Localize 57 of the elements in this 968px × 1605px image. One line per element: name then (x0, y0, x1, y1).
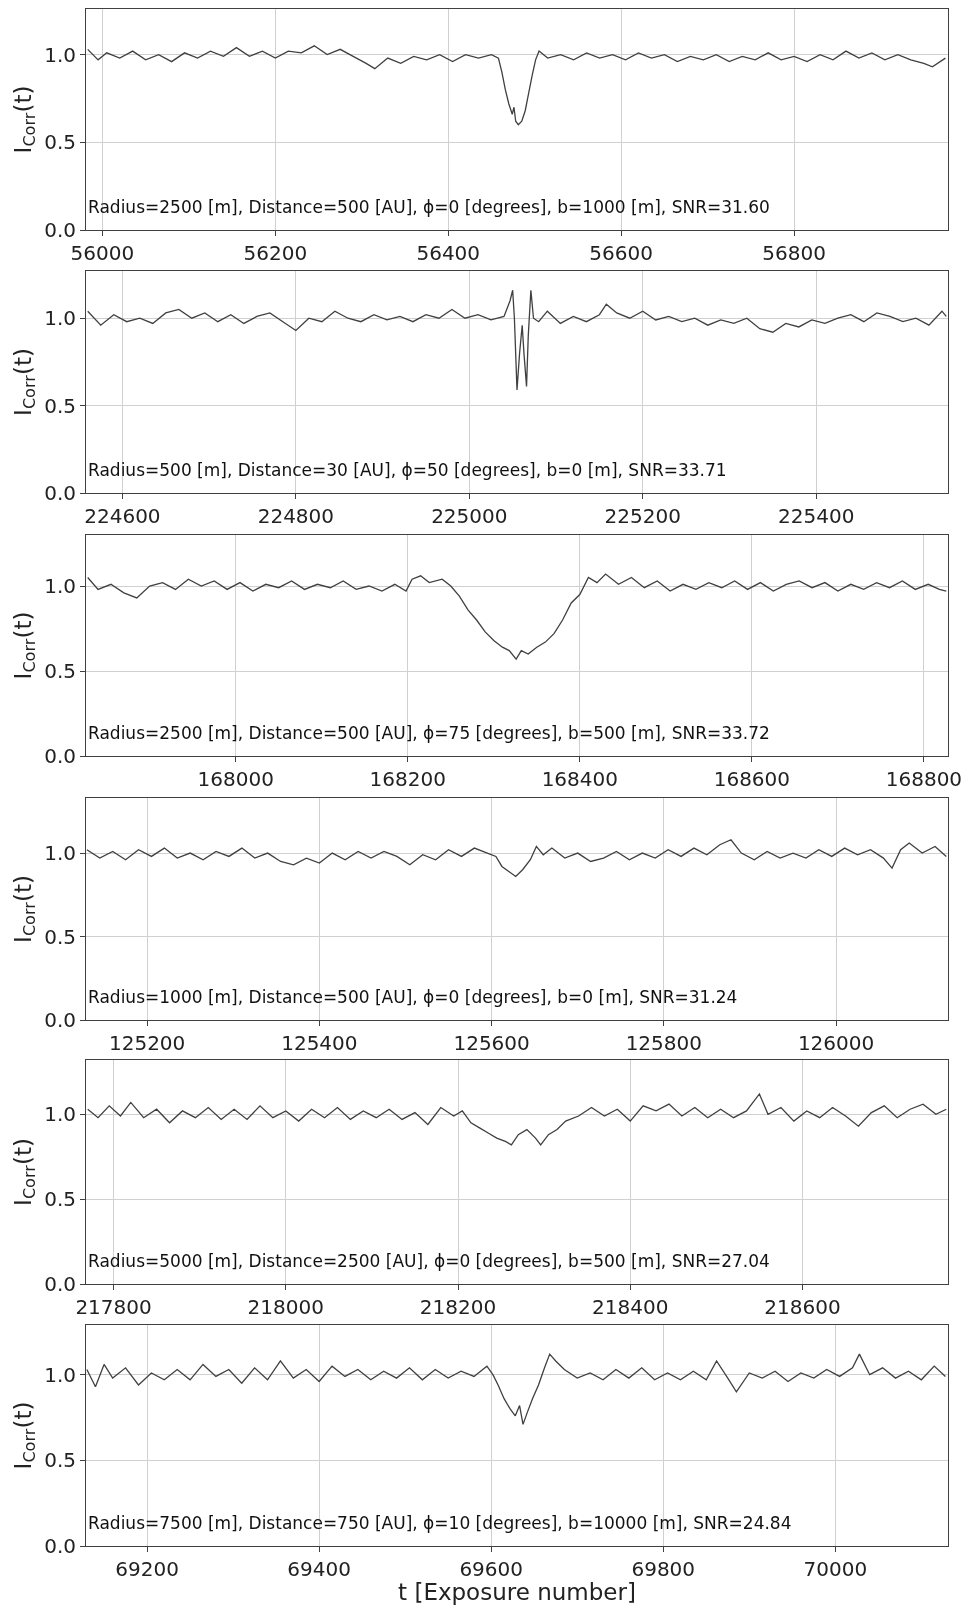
y-tick-label: 0.5 (44, 1187, 76, 1212)
x-tick-label: 168800 (885, 767, 963, 791)
x-tick-label: 56400 (416, 241, 481, 265)
y-tick-label: 0.0 (44, 1008, 76, 1032)
x-tick-label: 225400 (778, 504, 855, 528)
y-tick-label: 0.5 (44, 924, 76, 949)
y-tick-label: 0.5 (44, 659, 76, 683)
x-tick-label: 224800 (257, 504, 335, 528)
y-tick-label: 1.0 (44, 42, 76, 67)
annotation: Radius=2500 [m], Distance=500 [AU], ϕ=75 [degrees], b=500 [m], SNR=33.72 (88, 723, 770, 743)
x-tick-label: 56000 (70, 241, 135, 265)
x-tick-label: 69200 (115, 1557, 179, 1581)
y-tick-label: 1.0 (44, 306, 76, 331)
annotation: Radius=2500 [m], Distance=500 [AU], ϕ=0 [degrees], b=1000 [m], SNR=31.60 (88, 197, 770, 217)
x-tick-label: 217800 (75, 1295, 152, 1319)
x-tick-label: 225200 (604, 504, 681, 528)
x-tick-label: 168400 (541, 767, 618, 791)
annotation: Radius=7500 [m], Distance=750 [AU], ϕ=10 [degrees], b=10000 [m], SNR=24.84 (88, 1513, 792, 1533)
x-tick-label: 125400 (281, 1031, 358, 1055)
x-tick-label: 218000 (247, 1295, 324, 1319)
y-tick-label: 0.0 (44, 481, 76, 505)
annotation: Radius=500 [m], Distance=30 [AU], ϕ=50 [degrees], b=0 [m], SNR=33.71 (88, 460, 727, 480)
y-tick-label: 0.5 (44, 130, 76, 155)
y-tick-label: 1.0 (44, 1102, 76, 1127)
x-tick-label: 125800 (625, 1031, 702, 1055)
x-tick-label: 70000 (803, 1557, 868, 1581)
x-tick-label: 218200 (419, 1295, 497, 1319)
x-tick-label: 56800 (762, 241, 826, 265)
y-tick-label: 1.0 (44, 841, 76, 866)
x-tick-label: 224600 (84, 504, 161, 528)
x-tick-label: 69600 (459, 1557, 523, 1581)
x-tick-label: 125600 (453, 1031, 530, 1055)
x-tick-label: 218400 (592, 1295, 669, 1319)
annotation: Radius=1000 [m], Distance=500 [AU], ϕ=0 [degrees], b=0 [m], SNR=31.24 (88, 987, 738, 1007)
x-tick-label: 69800 (631, 1557, 696, 1581)
x-tick-label: 69400 (287, 1557, 351, 1581)
y-tick-label: 0.5 (44, 393, 76, 418)
x-tick-label: 56600 (589, 241, 653, 265)
x-tick-label: 168600 (713, 767, 791, 791)
line-series (87, 45, 947, 126)
annotation: Radius=5000 [m], Distance=2500 [AU], ϕ=0 [degrees], b=500 [m], SNR=27.04 (88, 1251, 770, 1271)
x-tick-label: 168200 (369, 767, 446, 791)
x-tick-label: 225000 (431, 504, 508, 528)
y-tick-label: 0.0 (44, 218, 76, 242)
y-tick-label: 0.5 (44, 1448, 76, 1473)
x-tick-label: 218600 (764, 1295, 841, 1319)
x-tick-label: 125200 (108, 1031, 186, 1055)
y-tick-label: 0.0 (44, 1272, 76, 1296)
y-tick-label: 0.0 (44, 744, 76, 768)
y-tick-label: 1.0 (44, 1362, 76, 1387)
x-tick-label: 126000 (797, 1031, 875, 1055)
y-tick-label: 1.0 (44, 574, 76, 598)
x-tick-label: 56200 (243, 241, 308, 265)
x-tick-label: 168000 (197, 767, 274, 791)
y-tick-label: 0.0 (44, 1534, 76, 1558)
line-series (87, 573, 947, 660)
x-axis-title: t [Exposure number] (398, 1579, 636, 1605)
